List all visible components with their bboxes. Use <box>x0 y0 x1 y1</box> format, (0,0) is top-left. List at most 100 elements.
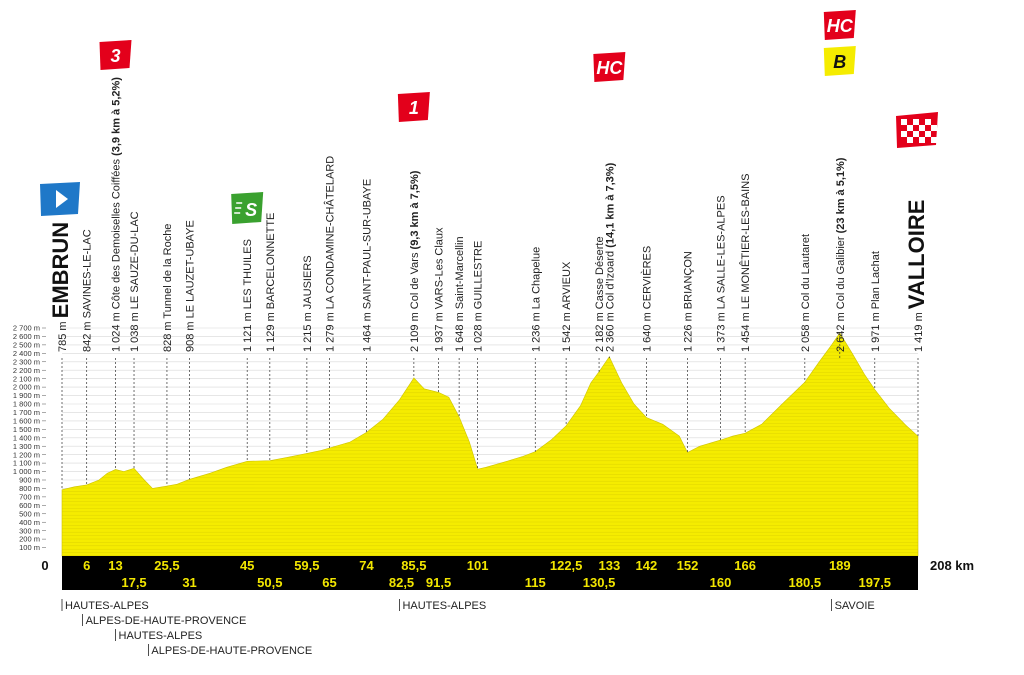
y-tick-label: 2 000 m <box>13 383 40 392</box>
km-marker: 45 <box>240 558 254 573</box>
svg-text:2 058 m Col du Lautaret: 2 058 m Col du Lautaret <box>800 234 812 352</box>
waypoint-label: 1 038 m LE SAUZE-DU-LAC <box>129 211 141 352</box>
km-marker: 91,5 <box>426 575 451 590</box>
km-marker: 160 <box>710 575 732 590</box>
svg-text:1 373 m LA SALLE-LES-ALPES: 1 373 m LA SALLE-LES-ALPES <box>715 195 727 352</box>
km-marker: 122,5 <box>550 558 583 573</box>
waypoint-label: 908 m LE LAUZET-UBAYE <box>185 220 197 352</box>
waypoint-label: 1 542 m ARVIEUX <box>561 261 573 352</box>
y-tick-label: 1 500 m <box>13 425 40 434</box>
svg-text:1 226 m BRIANÇON: 1 226 m BRIANÇON <box>683 251 695 352</box>
category-3-icon: 3 <box>99 40 132 70</box>
svg-text:3: 3 <box>110 46 120 66</box>
y-tick-label: 1 200 m <box>13 450 40 459</box>
km-band-background <box>62 556 918 590</box>
category-icons: 3 S 1 HC HC B <box>40 10 938 224</box>
km-marker: 13 <box>108 558 122 573</box>
waypoint-label: 828 m Tunnel de la Roche <box>162 224 174 352</box>
waypoint-label: 1 024 m Côte des Demoiselles Coiffées (3… <box>111 77 123 352</box>
waypoint-label: 1 226 m BRIANÇON <box>683 251 695 352</box>
km-marker: 17,5 <box>121 575 146 590</box>
elevation-profile-fill <box>62 332 918 556</box>
waypoint-label: 1 464 m SAINT-PAUL-SUR-UBAYE <box>362 179 374 352</box>
waypoint-label: 1 236 m La Chapelue <box>530 247 542 352</box>
y-tick-label: 2 700 m <box>13 324 40 333</box>
category-1-icon: 1 <box>397 92 430 122</box>
waypoint-label: 1 419 m VALLOIRE <box>904 200 929 352</box>
km-marker: 85,5 <box>401 558 426 573</box>
region-label: HAUTES-ALPES <box>65 600 149 612</box>
svg-text:S: S <box>245 200 257 220</box>
region-label: ALPES-DE-HAUTE-PROVENCE <box>151 645 312 657</box>
svg-text:1 236 m La Chapelue: 1 236 m La Chapelue <box>530 247 542 352</box>
region-label: HAUTES-ALPES <box>119 630 203 642</box>
svg-text:908 m LE LAUZET-UBAYE: 908 m LE LAUZET-UBAYE <box>185 220 197 352</box>
svg-text:B: B <box>833 52 846 72</box>
waypoint-label: 1 648 m Saint-Marcellin <box>454 236 466 352</box>
y-tick-label: 2 400 m <box>13 349 40 358</box>
svg-text:1 024 m Côte des Demoiselles: 1 024 m Côte des Demoiselles Coiffées (3… <box>111 77 123 352</box>
y-tick-label: 700 m <box>19 492 40 501</box>
km-start-label: 0 <box>41 558 48 573</box>
waypoint-label: 1 937 m VARS-Les Claux <box>434 227 446 352</box>
svg-text:785 m EMBRUN: 785 m EMBRUN <box>48 222 73 352</box>
svg-text:1 648 m Saint-Marcellin: 1 648 m Saint-Marcellin <box>454 236 466 352</box>
km-marker: 197,5 <box>859 575 892 590</box>
svg-text:1 454 m LE MONÊTIER-LES-BAINS: 1 454 m LE MONÊTIER-LES-BAINS <box>739 173 752 352</box>
y-tick-label: 2 500 m <box>13 340 40 349</box>
y-tick-label: 300 m <box>19 526 40 535</box>
y-tick-label: 1 100 m <box>13 459 40 468</box>
y-tick-label: 600 m <box>19 501 40 510</box>
km-marker: 74 <box>359 558 374 573</box>
km-end-label: 208 km <box>930 558 974 573</box>
km-marker: 130,5 <box>583 575 616 590</box>
waypoint-label: 842 m SAVINES-LE-LAC <box>82 229 94 352</box>
svg-text:1 419 m VALLOIRE: 1 419 m VALLOIRE <box>904 200 929 352</box>
svg-text:1 279 m LA CONDAMINE-CHÂTELAR: 1 279 m LA CONDAMINE-CHÂTELARD <box>324 156 337 352</box>
y-tick-label: 2 200 m <box>13 366 40 375</box>
waypoint-label: 2 642 m Col du Galibier (23 km à 5,1%) <box>835 157 847 352</box>
region-label: SAVOIE <box>835 600 875 612</box>
km-marker: 6 <box>83 558 90 573</box>
km-marker: 180,5 <box>789 575 822 590</box>
waypoint-label: 1 121 m LES THUILES <box>242 239 254 352</box>
region-label: HAUTES-ALPES <box>402 600 486 612</box>
waypoint-label: 1 454 m LE MONÊTIER-LES-BAINS <box>739 173 752 352</box>
svg-text:828 m Tunnel de la Roche: 828 m Tunnel de la Roche <box>162 224 174 352</box>
waypoint-label: 1 028 m GUILLESTRE <box>473 241 485 352</box>
y-tick-label: 200 m <box>19 535 40 544</box>
waypoint-label: 1 640 m CERVIÈRES <box>640 246 653 352</box>
category-hc-icon: HC <box>823 10 856 40</box>
waypoint-label: 2 109 m Col de Vars (9,3 km à 7,5%) <box>409 170 421 352</box>
svg-text:1 542 m ARVIEUX: 1 542 m ARVIEUX <box>561 261 573 352</box>
waypoint-label: 1 215 m JAUSIERS <box>302 255 314 352</box>
svg-text:1 464 m SAINT-PAUL-SUR-UBAYE: 1 464 m SAINT-PAUL-SUR-UBAYE <box>362 179 374 352</box>
waypoints: 785 m EMBRUN 842 m SAVINES-LE-LAC 1 024 m … <box>48 77 929 490</box>
y-tick-label: 2 100 m <box>13 374 40 383</box>
region-label: ALPES-DE-HAUTE-PROVENCE <box>86 615 247 627</box>
y-tick-label: 1 000 m <box>13 467 40 476</box>
y-tick-label: 500 m <box>19 509 40 518</box>
svg-text:1 121 m LES THUILES: 1 121 m LES THUILES <box>242 239 254 352</box>
sprint-icon: S <box>231 192 264 224</box>
category-hc-icon: HC <box>593 52 626 82</box>
y-tick-label: 1 600 m <box>13 416 40 425</box>
y-tick-label: 1 300 m <box>13 442 40 451</box>
y-tick-label: 1 900 m <box>13 391 40 400</box>
km-marker: 115 <box>525 575 546 590</box>
km-marker: 25,5 <box>154 558 179 573</box>
svg-text:2 182 m Casse Déserte: 2 182 m Casse Déserte <box>594 236 606 352</box>
finish-checkered-icon <box>896 112 938 148</box>
waypoint-label: 2 058 m Col du Lautaret <box>800 234 812 352</box>
svg-text:2 109 m Col de Vars (9,3 km à: 2 109 m Col de Vars (9,3 km à 7,5%) <box>409 170 421 352</box>
km-marker: 101 <box>467 558 489 573</box>
svg-text:2 642 m Col du Galibier (23 k: 2 642 m Col du Galibier (23 km à 5,1%) <box>835 157 847 352</box>
svg-text:1 028 m GUILLESTRE: 1 028 m GUILLESTRE <box>473 241 485 352</box>
waypoint-label: 1 971 m Plan Lachat <box>870 251 882 352</box>
km-marker: 166 <box>734 558 756 573</box>
y-tick-label: 1 400 m <box>13 433 40 442</box>
svg-text:1 937 m VARS-Les Claux: 1 937 m VARS-Les Claux <box>434 227 446 352</box>
km-band: 6 13 25,5 45 59,5 74 85,5 101 122,5 133 142 152 166 1… <box>41 556 974 590</box>
km-marker: 50,5 <box>257 575 282 590</box>
